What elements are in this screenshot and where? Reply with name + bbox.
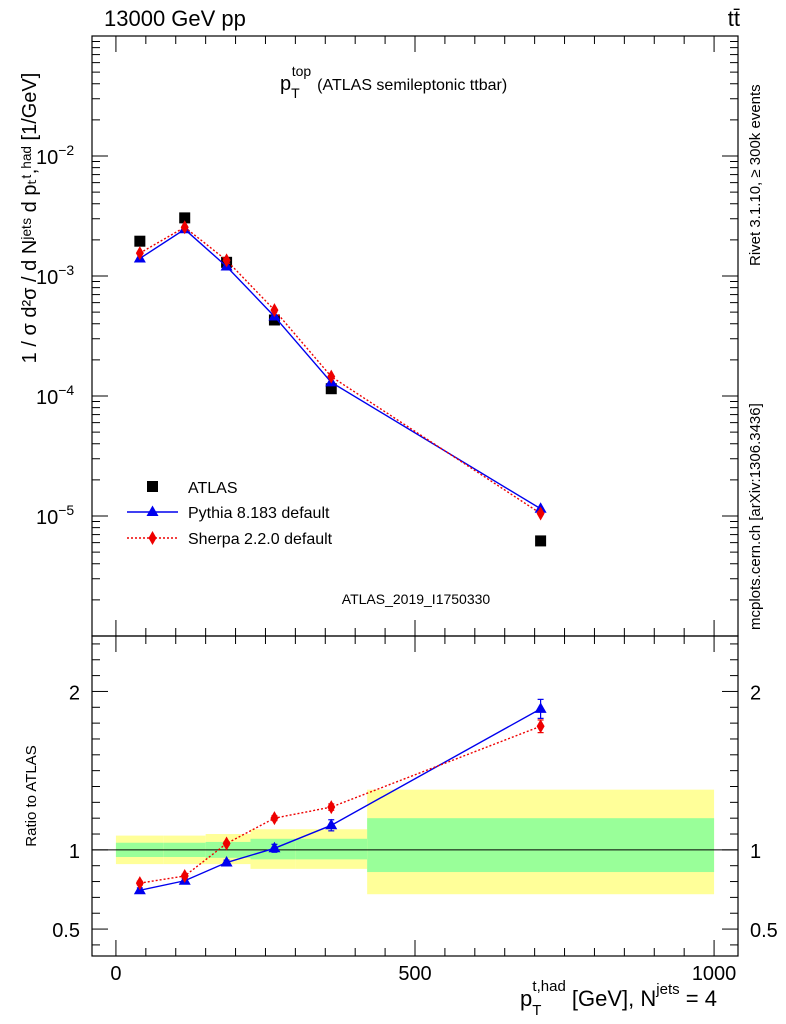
legend-marker-pythia	[146, 505, 159, 516]
plot-title: pTtop (ATLAS semileptonic ttbar)	[280, 63, 507, 101]
ratio-axis-ticks: 0.5 0.5 1 1 2 2 0 500 1000	[52, 636, 778, 985]
data-point-sherpa	[135, 246, 144, 261]
main-y-tick-label: 10−2	[36, 142, 74, 169]
legend: ATLAS Pythia 8.183 default Sherpa 2.2.0 …	[127, 480, 333, 548]
main-y-tick-base: 10	[36, 267, 58, 289]
ratio-y-tick-label: 0.5	[52, 920, 80, 942]
x-label-sub: T	[532, 1002, 541, 1019]
ratio-band-inner	[295, 838, 368, 860]
series-line-pythia	[139, 228, 541, 510]
ratio-band-inner	[367, 818, 715, 873]
header-energy: 13000 GeV pp	[104, 6, 246, 31]
ratio-point-sherpa	[270, 811, 279, 826]
x-label-rest: [GeV], N	[566, 986, 656, 1011]
data-point-sherpa	[327, 369, 336, 384]
data-point-sherpa	[270, 303, 279, 318]
ratio-plot-series	[133, 698, 547, 895]
x-label-main: p	[520, 986, 532, 1011]
ratio-uncertainty-bands	[115, 789, 715, 895]
main-y-tick-base: 10	[36, 507, 58, 529]
data-point-atlas	[535, 535, 547, 547]
ratio-point-sherpa	[180, 869, 189, 883]
main-y-tick-base: 10	[36, 147, 58, 169]
mcplots-label: mcplots.cern.ch [arXiv:1306.3436]	[747, 403, 764, 630]
x-tick-label: 0	[110, 963, 121, 985]
main-axis-ticks: 10−510−410−310−2	[36, 35, 738, 637]
x-tick-label: 1000	[692, 963, 737, 985]
ratio-plot-frame	[91, 635, 739, 957]
ratio-point-pythia	[534, 702, 547, 713]
main-y-tick-label: 10−3	[36, 262, 74, 289]
data-point-atlas	[134, 235, 146, 247]
ratio-y-tick-label-right: 2	[750, 682, 761, 704]
plot-title-sub: T	[291, 85, 300, 101]
main-y-tick-exp: −3	[58, 262, 74, 278]
plot-title-sup: top	[292, 63, 312, 79]
legend-marker-atlas	[147, 481, 158, 492]
x-tick-label: 500	[398, 963, 431, 985]
main-y-tick-label: 10−5	[36, 502, 74, 529]
data-point-sherpa	[536, 506, 545, 521]
ratio-y-tick-label-right: 0.5	[750, 920, 778, 942]
main-y-tick-exp: −4	[58, 382, 74, 398]
x-axis-label: pTt,had [GeV], Njets = 4	[520, 978, 717, 1019]
x-label-sup2: jets	[655, 981, 679, 998]
analysis-id: ATLAS_2019_I1750330	[342, 591, 491, 607]
ratio-point-sherpa	[135, 876, 144, 891]
ratio-line-sherpa	[139, 725, 541, 884]
main-y-tick-exp: −2	[58, 142, 74, 158]
ratio-y-tick-label: 1	[69, 841, 80, 863]
main-y-tick-exp: −5	[58, 502, 74, 518]
ratio-point-sherpa	[222, 836, 231, 851]
main-y-axis-label: 1 / σ d²σ / d Nʲᵉᵗˢ d pₜᵗ,ʰᵃᵈ [1/GeV]	[19, 73, 41, 364]
x-label-end: = 4	[680, 986, 717, 1011]
ratio-plot-panel: 0.5 0.5 1 1 2 2 0 500 1000 Ratio to ATLAS	[23, 635, 778, 985]
plot-title-main: p	[280, 73, 291, 95]
data-point-sherpa	[180, 220, 189, 235]
ratio-point-sherpa	[536, 719, 545, 734]
ratio-point-pythia	[325, 818, 338, 830]
main-plot-series	[133, 212, 547, 547]
ratio-y-tick-label-right: 1	[750, 841, 761, 863]
legend-label-pythia: Pythia 8.183 default	[188, 505, 330, 522]
main-plot-panel: 10−510−410−310−2 pTtop(ATLAS semileptoni…	[19, 35, 739, 637]
legend-marker-sherpa	[148, 531, 157, 545]
data-point-sherpa	[222, 253, 231, 268]
ratio-y-tick-label: 2	[69, 682, 80, 704]
ratio-point-pythia	[268, 841, 281, 853]
legend-label-atlas: ATLAS	[188, 480, 238, 497]
main-y-tick-base: 10	[36, 387, 58, 409]
header-process: tt̄	[728, 6, 740, 31]
series-line-sherpa	[139, 226, 541, 515]
ratio-point-sherpa	[327, 800, 336, 815]
ratio-point-pythia	[220, 856, 233, 867]
rivet-label: Rivet 3.1.10, ≥ 300k events	[747, 84, 764, 266]
plot-title-rest: (ATLAS semileptonic ttbar)	[317, 77, 507, 94]
x-label-sup: t,had	[532, 978, 565, 995]
ratio-y-axis-label: Ratio to ATLAS	[23, 745, 40, 846]
legend-label-sherpa: Sherpa 2.2.0 default	[188, 531, 333, 548]
data-point-atlas	[179, 212, 191, 224]
ratio-line-pythia	[139, 708, 541, 891]
data-point-atlas	[325, 383, 337, 395]
main-y-tick-label: 10−4	[36, 382, 74, 409]
